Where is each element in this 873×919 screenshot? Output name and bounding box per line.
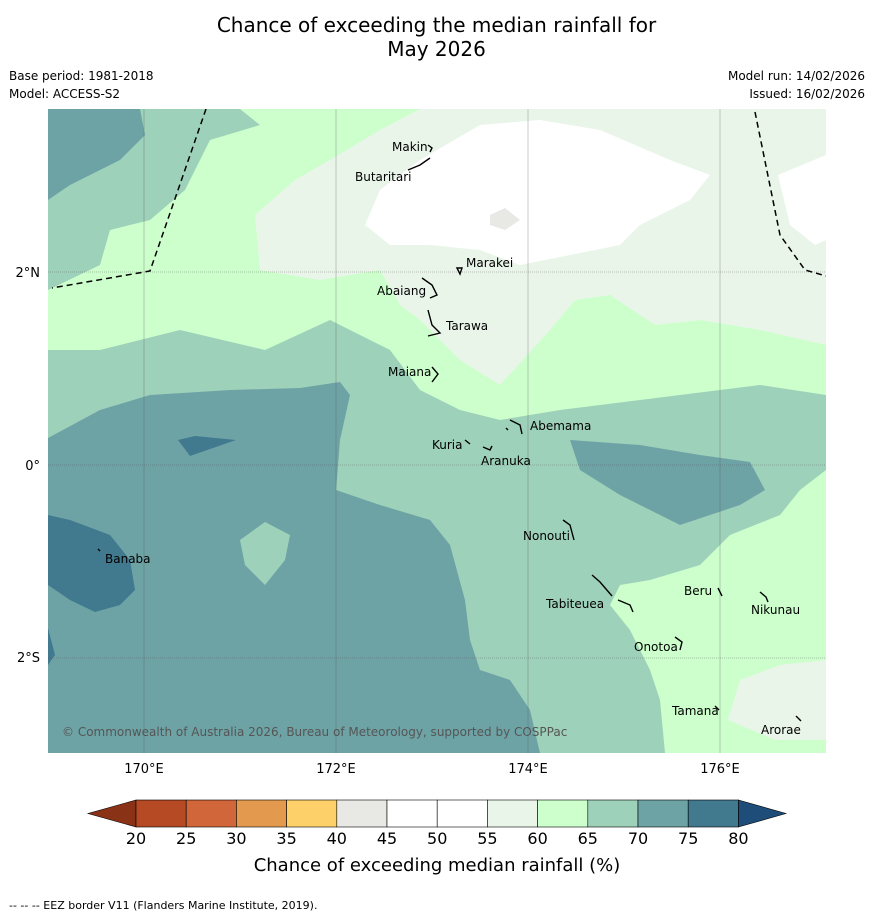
colorbar-tick-label: 30 xyxy=(226,829,246,848)
band-70-75-east xyxy=(570,440,765,525)
label-nikunau: Nikunau xyxy=(751,603,800,617)
colorbar-segment xyxy=(386,799,438,828)
colorbar-tick-label: 80 xyxy=(728,829,748,848)
axis-labels: 2°N 0° 2°S 170°E 172°E 174°E 176°E xyxy=(16,266,740,777)
label-makin: Makin xyxy=(392,140,428,154)
colorbar-tick-label: 50 xyxy=(427,829,447,848)
colorbar-segment xyxy=(336,799,388,828)
lon-label-172e: 172°E xyxy=(316,762,356,777)
colorbar-tick-label: 20 xyxy=(126,829,146,848)
colorbar-segment xyxy=(286,799,338,828)
colorbar-tick-label: 75 xyxy=(678,829,698,848)
colorbar-tick-label: 70 xyxy=(628,829,648,848)
lat-label-2s: 2°S xyxy=(17,651,40,666)
colorbar-segment xyxy=(236,799,287,828)
colorbar-under-arrow xyxy=(86,799,137,828)
label-arorae: Arorae xyxy=(761,723,801,737)
probability-contours: Makin Butaritari Marakei Abaiang Tarawa … xyxy=(48,109,826,753)
label-kuria: Kuria xyxy=(432,438,463,452)
colorbar-tick-label: 60 xyxy=(527,829,547,848)
base-period: Base period: 1981-2018 xyxy=(9,69,154,83)
band-55-60-ne xyxy=(720,109,826,133)
label-tamana: Tamana xyxy=(671,704,719,718)
map-title-line1: Chance of exceeding the median rainfall … xyxy=(216,13,657,37)
model-run-date: Model run: 14/02/2026 xyxy=(727,69,865,83)
lon-label-174e: 174°E xyxy=(508,762,548,777)
label-nonouti: Nonouti xyxy=(523,529,570,543)
island-shapes xyxy=(97,144,802,722)
colorbar-tick-label: 40 xyxy=(327,829,347,848)
label-maiana: Maiana xyxy=(388,365,431,379)
metadata-right: Model run: 14/02/2026 Issued: 16/02/2026 xyxy=(728,67,865,103)
colorbar-tick-label: 35 xyxy=(276,829,296,848)
eez-border xyxy=(51,109,826,289)
graticule xyxy=(143,109,721,753)
lon-label-170e: 170°E xyxy=(124,762,164,777)
colorbar-tick-label: 65 xyxy=(578,829,598,848)
map-title-line2: May 2026 xyxy=(387,37,486,61)
colorbar-label: Chance of exceeding median rainfall (%) xyxy=(254,855,621,876)
eez-legend-note: -- -- -- EEZ border V11 (Flanders Marine… xyxy=(9,899,318,912)
colorbar-tick-label: 55 xyxy=(477,829,497,848)
model-name: Model: ACCESS-S2 xyxy=(9,87,121,101)
colorbar-segment xyxy=(135,799,187,828)
band-75-80-edge xyxy=(48,628,55,665)
band-70-75-sw xyxy=(48,382,540,753)
band-45-55-ne xyxy=(778,155,826,245)
colorbar-tick-label: 25 xyxy=(176,829,196,848)
band-65-70-spot xyxy=(240,522,290,585)
metadata-left: Base period: 1981-2018 Model: ACCESS-S2 xyxy=(9,67,154,103)
band-75-80-banaba xyxy=(48,515,135,612)
colorbar-segment xyxy=(436,799,488,828)
label-onotoa: Onotoa xyxy=(634,640,678,654)
colorbar-segment xyxy=(537,799,589,828)
band-55-60-se xyxy=(728,660,826,740)
copyright-notice: © Commonwealth of Australia 2026, Bureau… xyxy=(62,725,567,739)
label-butaritari: Butaritari xyxy=(355,170,412,184)
lon-label-176e: 176°E xyxy=(700,762,740,777)
colorbar-segment xyxy=(587,799,639,828)
colorbar: 20 25 30 35 40 45 50 55 60 65 70 75 80 xyxy=(86,799,788,848)
band-70-75-nw xyxy=(48,109,145,200)
colorbar-tick-label: 45 xyxy=(377,829,397,848)
label-abaiang: Abaiang xyxy=(377,284,426,298)
band-45-55-north xyxy=(365,120,710,265)
colorbar-segment xyxy=(487,799,538,828)
band-75-80-spot xyxy=(178,436,236,456)
label-abemama: Abemama xyxy=(530,419,591,433)
label-banaba: Banaba xyxy=(105,552,151,566)
lat-label-0: 0° xyxy=(25,459,40,474)
colorbar-segment xyxy=(637,799,689,828)
label-tarawa: Tarawa xyxy=(445,319,488,333)
band-40-45-spot xyxy=(490,208,520,230)
colorbar-segment xyxy=(185,799,237,828)
label-aranuka: Aranuka xyxy=(481,454,531,468)
label-tabiteuea: Tabiteuea xyxy=(545,597,604,611)
lat-label-2n: 2°N xyxy=(16,266,41,281)
colorbar-over-arrow xyxy=(738,799,788,828)
label-marakei: Marakei xyxy=(466,256,513,270)
colorbar-segment xyxy=(687,799,739,828)
label-beru: Beru xyxy=(684,584,712,598)
island-labels: Makin Butaritari Marakei Abaiang Tarawa … xyxy=(105,140,801,737)
issued-date: Issued: 16/02/2026 xyxy=(749,87,865,101)
